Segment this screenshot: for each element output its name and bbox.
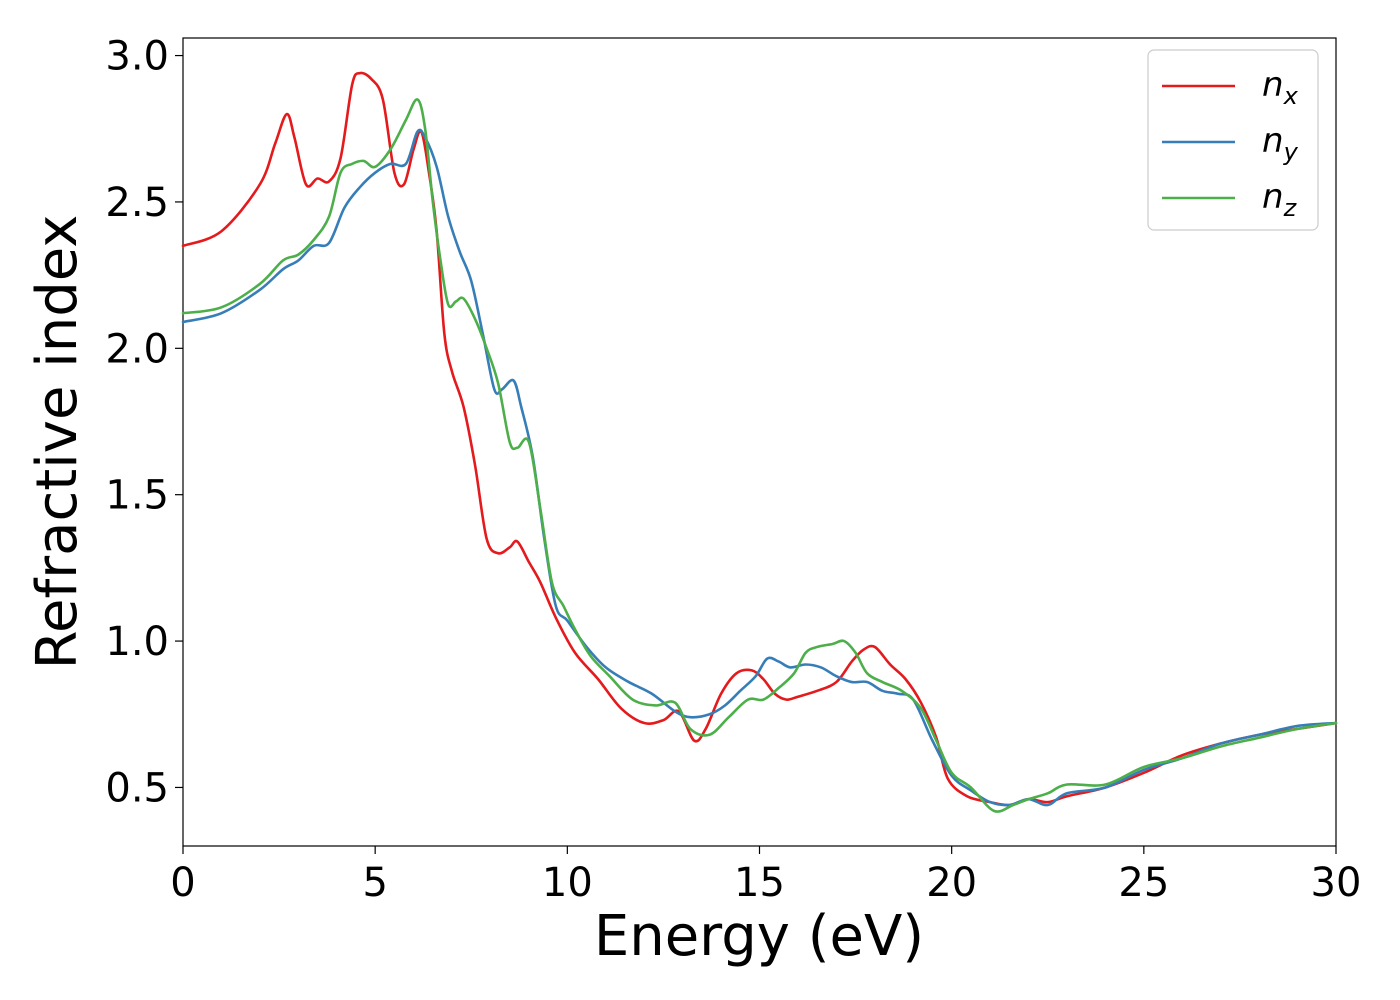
legend-label-nz: nz [1262,177,1298,222]
legend: nx ny nz [1147,49,1319,231]
series-layer [181,71,1338,813]
x-tick-label: 5 [362,860,387,906]
legend-box [1147,49,1319,231]
tick-layer: 0 5 10 15 20 25 30 0.5 1.0 1.5 2.0 2.5 3.0 [105,34,1361,906]
y-tick-label: 0.5 [105,765,169,811]
y-axis-label: Refractive index [25,215,90,670]
x-tick-label: 0 [170,860,195,906]
x-tick-label: 30 [1311,860,1362,906]
y-tick-label: 3.0 [105,34,169,80]
y-tick-label: 2.0 [105,326,169,372]
series-line-nx [181,71,1338,807]
x-tick-label: 20 [926,860,977,906]
legend-label-ny: ny [1262,121,1299,166]
x-tick-label: 10 [542,860,593,906]
y-tick-label: 1.5 [105,473,169,519]
x-axis-label: Energy (eV) [594,904,924,969]
y-tick-label: 1.0 [105,619,169,665]
legend-label-nx: nx [1262,65,1299,110]
x-tick-label: 15 [734,860,785,906]
series-line-ny [181,128,1338,807]
y-tick-label: 2.5 [105,180,169,226]
x-tick-label: 25 [1118,860,1169,906]
series-line-nz [181,98,1338,813]
